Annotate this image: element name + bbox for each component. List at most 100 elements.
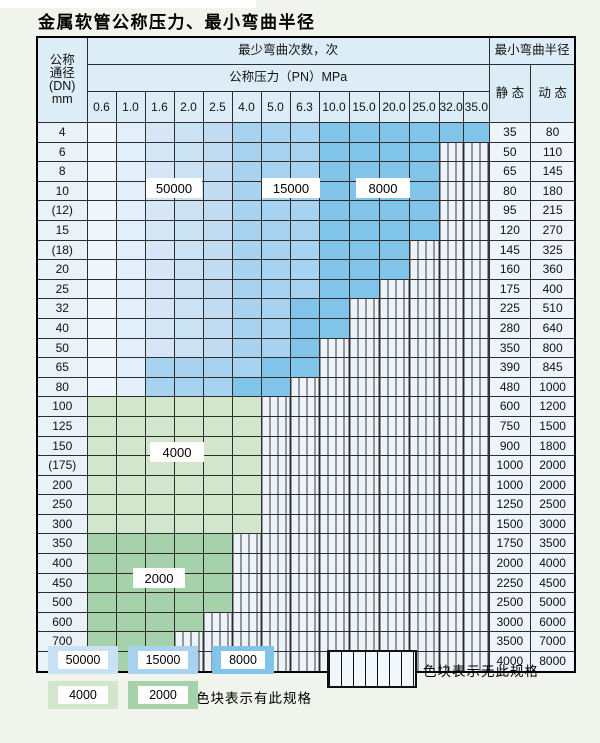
spec-cell-4000: [231, 494, 262, 515]
no-spec-cell: [348, 357, 380, 378]
no-spec-cell: [438, 141, 464, 163]
spec-cell-15000: [231, 317, 262, 339]
spec-cell-50000: [115, 200, 146, 221]
spec-cell-8000: [348, 219, 380, 241]
no-spec-cell: [318, 513, 350, 535]
no-spec-cell: [438, 455, 464, 476]
static-cell: 175: [488, 278, 531, 300]
spec-cell-50000: [115, 141, 146, 163]
no-spec-cell: [408, 494, 440, 515]
dn-cell: 80: [36, 376, 88, 398]
no-spec-cell: [438, 572, 464, 594]
no-spec-cell: [462, 219, 490, 241]
pressure-column-header: 5.0: [260, 91, 291, 123]
static-cell: 160: [488, 259, 531, 280]
spec-cell-8000: [318, 180, 350, 202]
no-spec-cell: [260, 533, 291, 555]
no-spec-cell: [260, 513, 291, 535]
no-spec-cell: [438, 513, 464, 535]
spec-cell-50000: [144, 337, 175, 359]
pressure-column-header: 10.0: [318, 91, 350, 123]
spec-cell-2000: [86, 611, 117, 633]
spec-cell-50000: [86, 337, 117, 359]
dn-header-line: (DN): [49, 79, 76, 93]
dynamic-column-header: 动 态: [529, 64, 576, 123]
spec-cell-50000: [202, 141, 233, 163]
no-spec-cell: [438, 474, 464, 496]
no-spec-cell: [289, 611, 320, 633]
spec-table: 公称 通径 (DN) mm 最少弯曲次数，次 最小弯曲半径 公称压力（PN）MP…: [36, 36, 577, 673]
spec-cell-15000: [173, 357, 204, 378]
spec-cell-8000: [378, 219, 410, 241]
no-spec-cell: [438, 357, 464, 378]
no-spec-cell: [378, 337, 410, 359]
dynamic-cell: 2500: [529, 494, 576, 515]
no-spec-cell: [260, 435, 291, 457]
no-spec-cell: [438, 592, 464, 613]
dn-cell: 150: [36, 435, 88, 457]
spec-cell-8000: [318, 200, 350, 221]
spec-cell-4000: [86, 415, 117, 437]
no-spec-cell: [378, 513, 410, 535]
no-spec-cell: [260, 396, 291, 417]
legend-swatch: 4000: [48, 681, 118, 709]
dn-cell: 100: [36, 396, 88, 417]
pressure-column-header: 25.0: [408, 91, 440, 123]
spec-cell-50000: [86, 122, 117, 143]
no-spec-cell: [348, 474, 380, 496]
spec-cell-15000: [289, 122, 320, 143]
no-spec-cell: [462, 474, 490, 496]
spec-cell-2000: [144, 533, 175, 555]
no-spec-cell: [462, 141, 490, 163]
no-spec-cell: [289, 415, 320, 437]
no-spec-cell: [462, 239, 490, 261]
spec-cell-50000: [86, 298, 117, 319]
pressure-header: 公称压力（PN）MPa: [86, 64, 490, 92]
spec-cell-50000: [115, 376, 146, 398]
no-spec-cell: [260, 592, 291, 613]
spec-cell-4000: [86, 455, 117, 476]
spec-cell-4000: [115, 415, 146, 437]
no-spec-cell: [260, 553, 291, 574]
no-spec-cell: [348, 317, 380, 339]
spec-cell-4000: [231, 415, 262, 437]
spec-cell-15000: [260, 259, 291, 280]
legend-swatch: 2000: [128, 681, 198, 709]
no-spec-cell: [378, 572, 410, 594]
table-row: 80 480 1000: [36, 376, 576, 398]
no-spec-cell: [231, 592, 262, 613]
dn-header-line: 通径: [49, 65, 75, 80]
no-spec-cell: [438, 317, 464, 339]
no-spec-cell: [408, 337, 440, 359]
dn-cell: 4: [36, 122, 88, 143]
no-spec-cell: [408, 278, 440, 300]
dn-cell: 600: [36, 611, 88, 633]
no-spec-cell: [289, 651, 320, 673]
spec-cell-8000: [318, 141, 350, 163]
no-spec-cell: [289, 455, 320, 476]
no-spec-cell: [462, 592, 490, 613]
no-spec-cell: [438, 161, 464, 182]
spec-cell-50000: [202, 278, 233, 300]
dynamic-cell: 5000: [529, 592, 576, 613]
no-spec-cell: [318, 572, 350, 594]
dn-cell: 8: [36, 161, 88, 182]
static-cell: 95: [488, 200, 531, 221]
no-spec-cell: [231, 533, 262, 555]
static-cell: 50: [488, 141, 531, 163]
dn-cell: 15: [36, 219, 88, 241]
legend-hatch-swatch: [327, 650, 417, 688]
spec-cell-50000: [173, 259, 204, 280]
table-row: 15 120 270: [36, 219, 576, 241]
table-row: 150 900 1800: [36, 435, 576, 457]
no-spec-cell: [408, 396, 440, 417]
table-row: 250 1250 2500: [36, 494, 576, 515]
spec-cell-50000: [144, 239, 175, 261]
spec-cell-50000: [144, 122, 175, 143]
no-spec-cell: [462, 494, 490, 515]
no-spec-cell: [378, 357, 410, 378]
dn-cell: 20: [36, 259, 88, 280]
table-row: 450 2250 4500: [36, 572, 576, 594]
dynamic-cell: 2000: [529, 455, 576, 476]
spec-cell-8000: [462, 122, 490, 143]
